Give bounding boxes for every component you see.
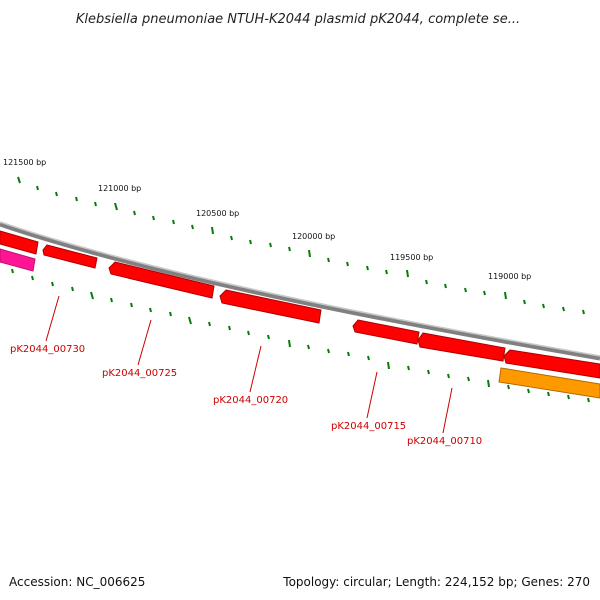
plasmid-backbone	[0, 221, 600, 361]
gene-feature[interactable]	[42, 244, 98, 269]
accession-label: Accession: NC_006625	[9, 575, 145, 589]
gene-label[interactable]: pK2044_00725	[102, 368, 177, 379]
magenta-feature[interactable]	[0, 248, 36, 272]
gene-feature[interactable]	[108, 261, 215, 299]
tick-label: 119000 bp	[488, 272, 531, 281]
gene-feature[interactable]	[219, 289, 322, 324]
gene-label[interactable]: pK2044_00715	[331, 421, 406, 432]
map-title: Klebsiella pneumoniae NTUH-K2044 plasmid…	[76, 12, 520, 27]
gene-feature[interactable]	[352, 319, 420, 345]
orange-feature[interactable]	[498, 367, 600, 399]
gene-feature[interactable]	[417, 332, 506, 362]
tick-label: 119500 bp	[390, 253, 433, 262]
gene-label[interactable]: pK2044_00720	[213, 395, 288, 406]
outer-tick-track	[17, 176, 585, 315]
gene-label[interactable]: pK2044_00710	[407, 436, 482, 447]
tick-label: 120000 bp	[292, 232, 335, 241]
label-leaders	[45, 295, 453, 434]
inner-tick-track	[11, 268, 590, 403]
tick-label: 120500 bp	[196, 209, 239, 218]
tick-label: 121000 bp	[98, 184, 141, 193]
gene-label[interactable]: pK2044_00730	[10, 344, 85, 355]
gene-feature[interactable]	[0, 230, 39, 255]
genome-summary: Topology: circular; Length: 224,152 bp; …	[282, 575, 590, 589]
plasmid-backbone-highlight	[0, 221, 600, 357]
gene-track	[0, 230, 600, 399]
gene-feature[interactable]	[503, 349, 600, 379]
tick-label: 121500 bp	[3, 158, 46, 167]
